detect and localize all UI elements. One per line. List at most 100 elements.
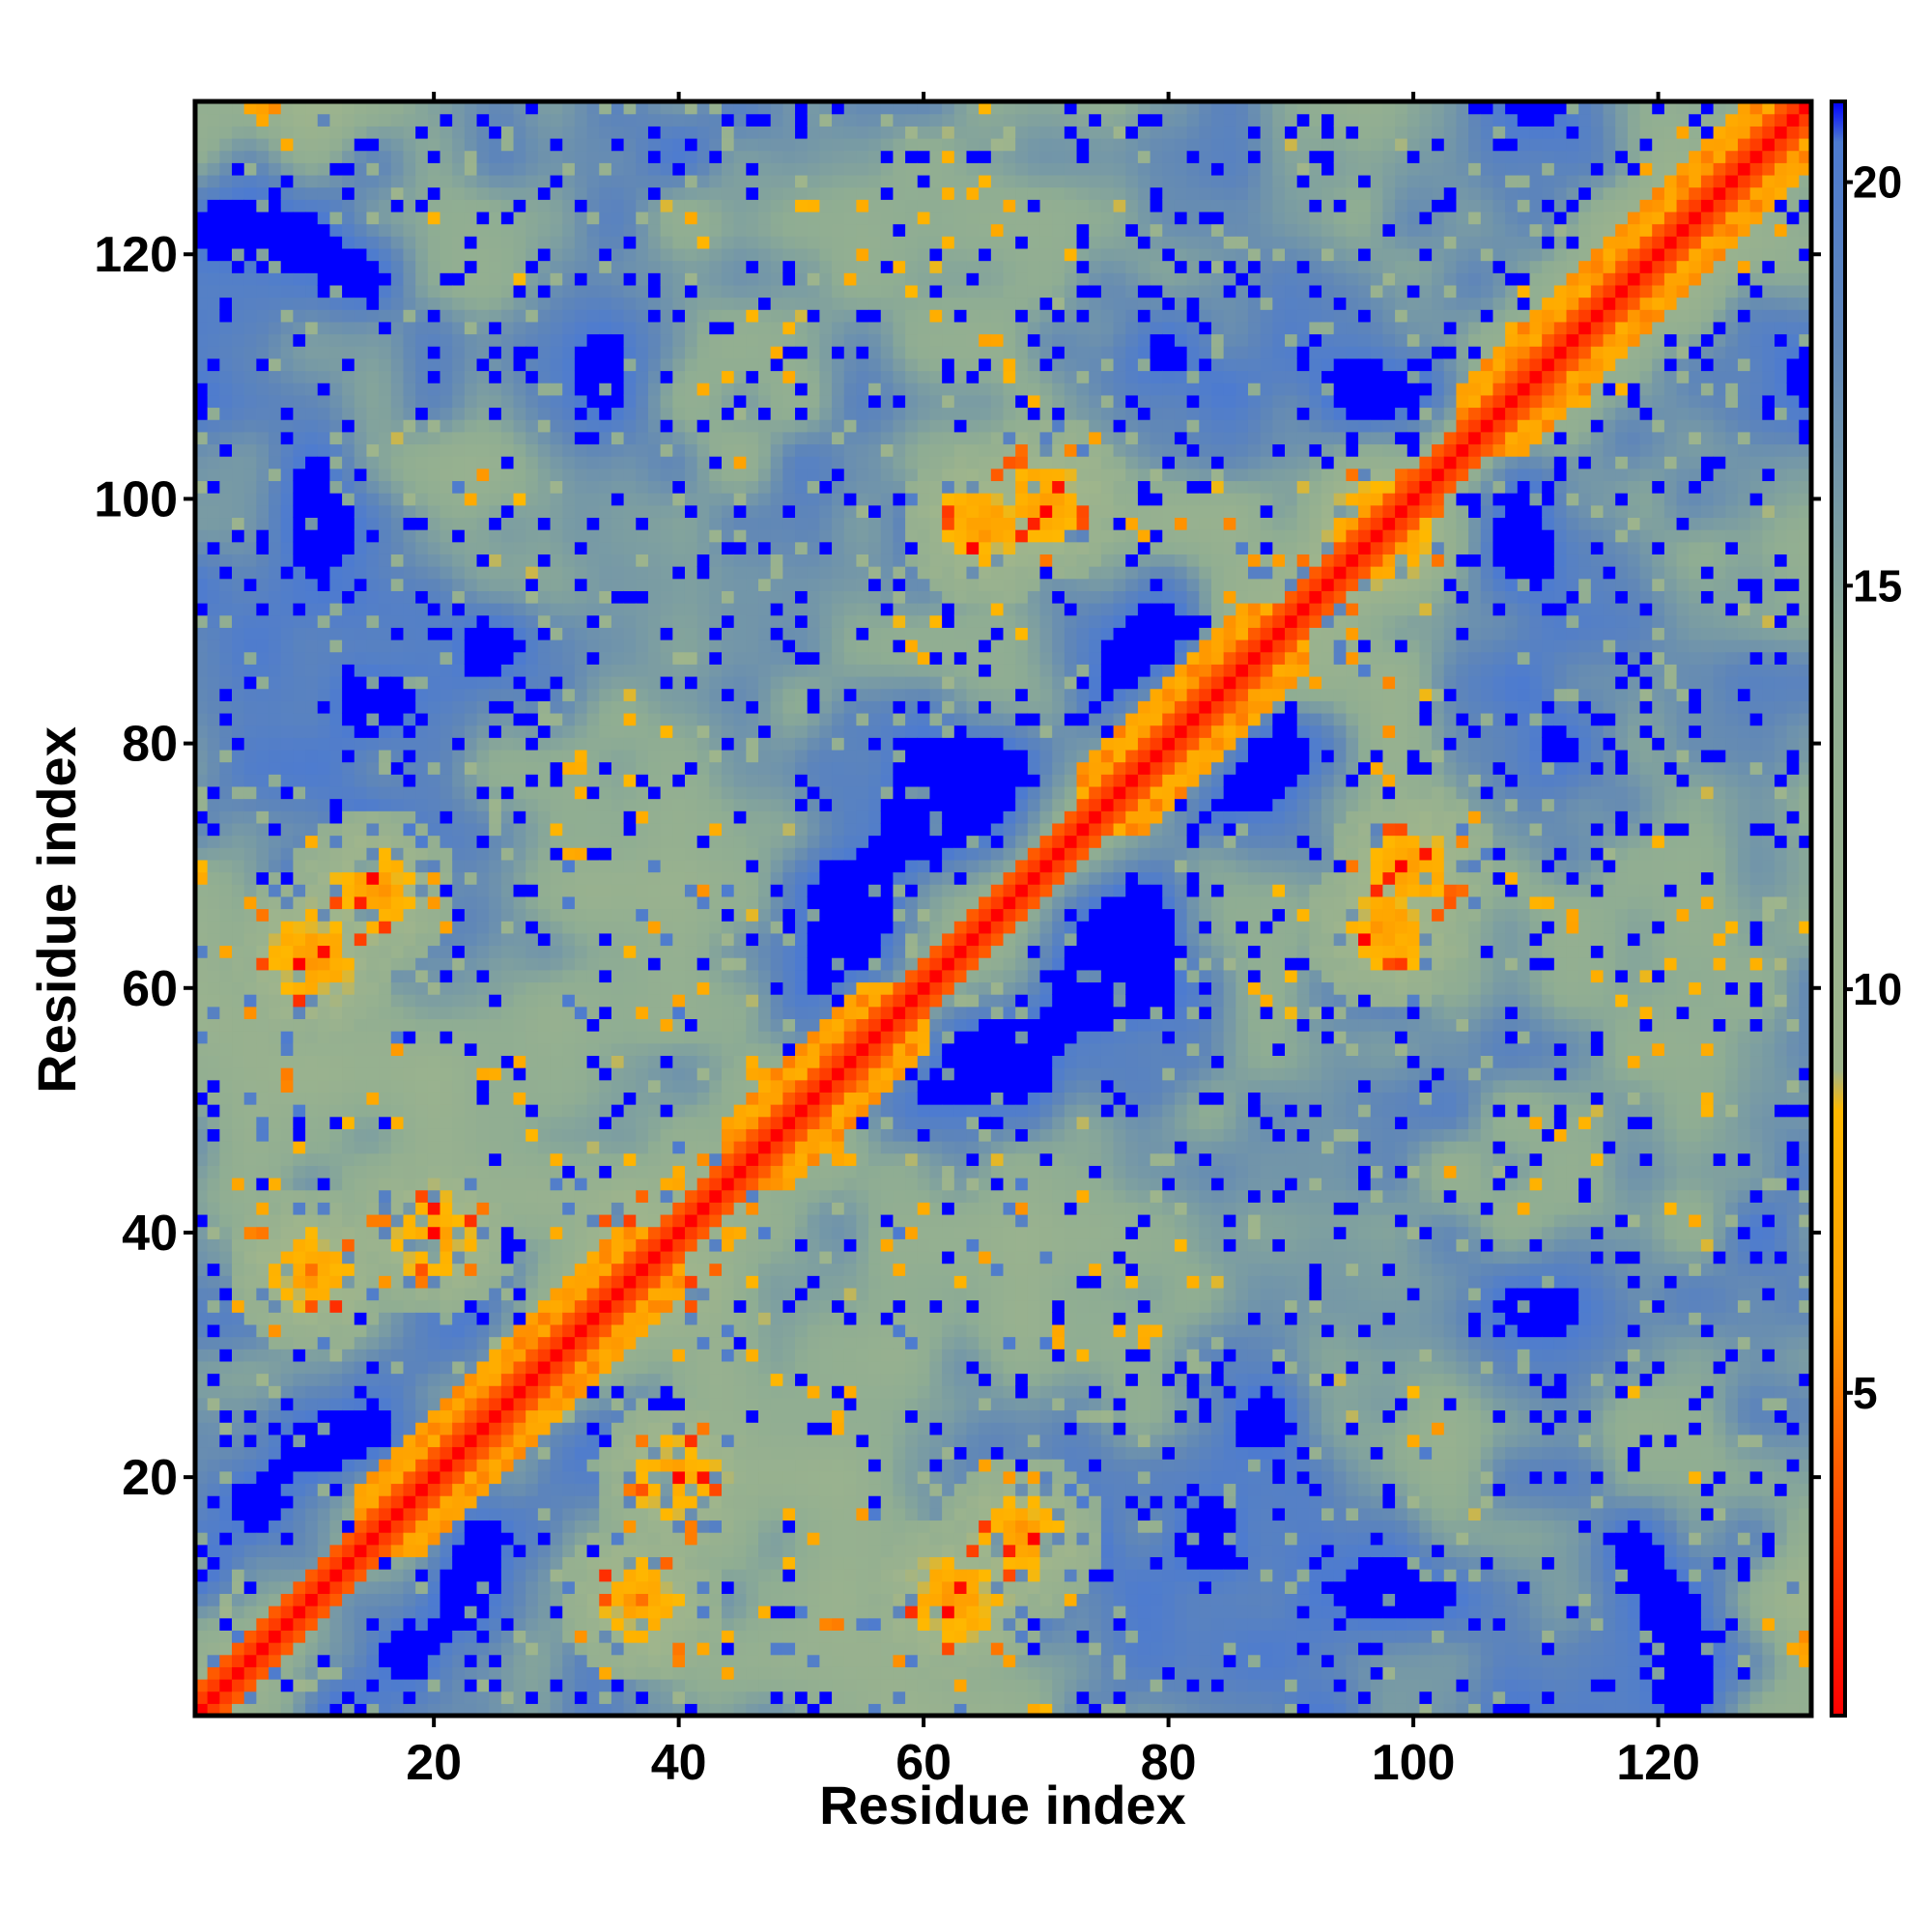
heatmap-cell: [269, 443, 282, 457]
heatmap-cell: [232, 957, 245, 971]
heatmap-cell: [207, 1323, 220, 1338]
heatmap-cell: [500, 932, 515, 947]
heatmap-cell: [415, 321, 429, 335]
heatmap-cell: [550, 1690, 563, 1704]
heatmap-cell: [586, 284, 600, 298]
heatmap-cell: [489, 1092, 502, 1105]
heatmap-cell: [390, 1483, 405, 1496]
heatmap-cell: [342, 675, 355, 690]
heatmap-cell: [379, 603, 392, 616]
heatmap-cell: [489, 651, 502, 665]
heatmap-cell: [293, 443, 306, 457]
heatmap-cell: [537, 162, 552, 176]
heatmap-cell: [562, 1128, 576, 1142]
heatmap-cell: [647, 1189, 662, 1203]
heatmap-cell: [232, 1042, 245, 1057]
heatmap-cell: [232, 1263, 245, 1276]
heatmap-cell: [500, 847, 515, 861]
heatmap-cell: [440, 921, 453, 934]
heatmap-cell: [526, 761, 539, 775]
heatmap-cell: [207, 603, 220, 616]
heatmap-cell: [305, 1213, 319, 1228]
heatmap-cell: [305, 1299, 319, 1313]
heatmap-cell: [526, 859, 539, 873]
heatmap-cell: [269, 1250, 282, 1264]
heatmap-cell: [269, 394, 282, 409]
heatmap-cell: [636, 186, 649, 200]
heatmap-cell: [476, 859, 490, 873]
heatmap-cell: [232, 1520, 245, 1533]
heatmap-cell: [513, 798, 526, 811]
heatmap-cell: [305, 480, 319, 494]
heatmap-cell: [293, 1092, 306, 1105]
heatmap-cell: [415, 895, 429, 910]
heatmap-cell: [207, 1042, 220, 1057]
heatmap-cell: [611, 1299, 625, 1313]
heatmap-cell: [269, 1299, 282, 1313]
heatmap-cell: [562, 1031, 576, 1044]
heatmap-cell: [611, 199, 625, 213]
heatmap-cell: [623, 1250, 637, 1264]
heatmap-cell: [329, 798, 343, 811]
heatmap-cell: [403, 1006, 416, 1020]
heatmap-cell: [647, 981, 662, 995]
heatmap-cell: [586, 554, 600, 567]
heatmap-cell: [489, 211, 502, 225]
heatmap-cell: [243, 504, 257, 519]
heatmap-cell: [647, 1373, 662, 1386]
heatmap-cell: [599, 1349, 612, 1362]
heatmap-cell: [342, 468, 355, 482]
heatmap-cell: [623, 1018, 637, 1032]
heatmap-cell: [464, 1483, 478, 1496]
heatmap-cell: [526, 785, 539, 800]
heatmap-cell: [293, 1275, 306, 1289]
heatmap-cell: [219, 1520, 233, 1533]
heatmap-cell: [256, 1434, 270, 1448]
heatmap-cell: [329, 1385, 343, 1399]
heatmap-cell: [537, 1226, 552, 1239]
heatmap-cell: [243, 700, 257, 714]
heatmap-cell: [647, 810, 662, 824]
heatmap-cell: [354, 810, 368, 824]
heatmap-cell: [354, 443, 368, 457]
heatmap-cell: [219, 419, 233, 433]
heatmap-cell: [500, 1409, 515, 1423]
heatmap-cell: [427, 994, 441, 1008]
heatmap-cell: [390, 394, 405, 409]
heatmap-cell: [390, 1630, 405, 1643]
heatmap-cell: [195, 1213, 209, 1228]
heatmap-cell: [207, 284, 220, 298]
heatmap-cell: [317, 1666, 331, 1680]
heatmap-cell: [243, 785, 257, 800]
heatmap-cell: [195, 247, 209, 262]
heatmap-cell: [269, 712, 282, 726]
heatmap-cell: [305, 908, 319, 922]
heatmap-cell: [500, 785, 515, 800]
heatmap-cell: [342, 236, 355, 249]
heatmap-cell: [586, 517, 600, 530]
heatmap-cell: [452, 162, 466, 176]
heatmap-cell: [354, 1495, 368, 1509]
heatmap-cell: [599, 945, 612, 958]
heatmap-cell: [342, 272, 355, 286]
heatmap-cell: [269, 1349, 282, 1362]
heatmap-cell: [611, 554, 625, 567]
heatmap-cell: [219, 675, 233, 690]
heatmap-cell: [219, 407, 233, 420]
heatmap-cell: [586, 1141, 600, 1154]
heatmap-cell: [562, 517, 576, 530]
heatmap-cell: [526, 603, 539, 616]
heatmap-cell: [452, 1434, 466, 1448]
heatmap-cell: [476, 664, 490, 677]
heatmap-cell: [195, 504, 209, 519]
heatmap-cell: [403, 113, 416, 127]
heatmap-cell: [329, 554, 343, 567]
heatmap-cell: [269, 566, 282, 580]
heatmap-cell: [611, 627, 625, 640]
heatmap-cell: [476, 394, 490, 409]
heatmap-cell: [611, 113, 625, 127]
heatmap-cell: [232, 675, 245, 690]
heatmap-cell: [440, 346, 453, 359]
heatmap-cell: [574, 1312, 588, 1325]
heatmap-cell: [243, 1617, 257, 1631]
